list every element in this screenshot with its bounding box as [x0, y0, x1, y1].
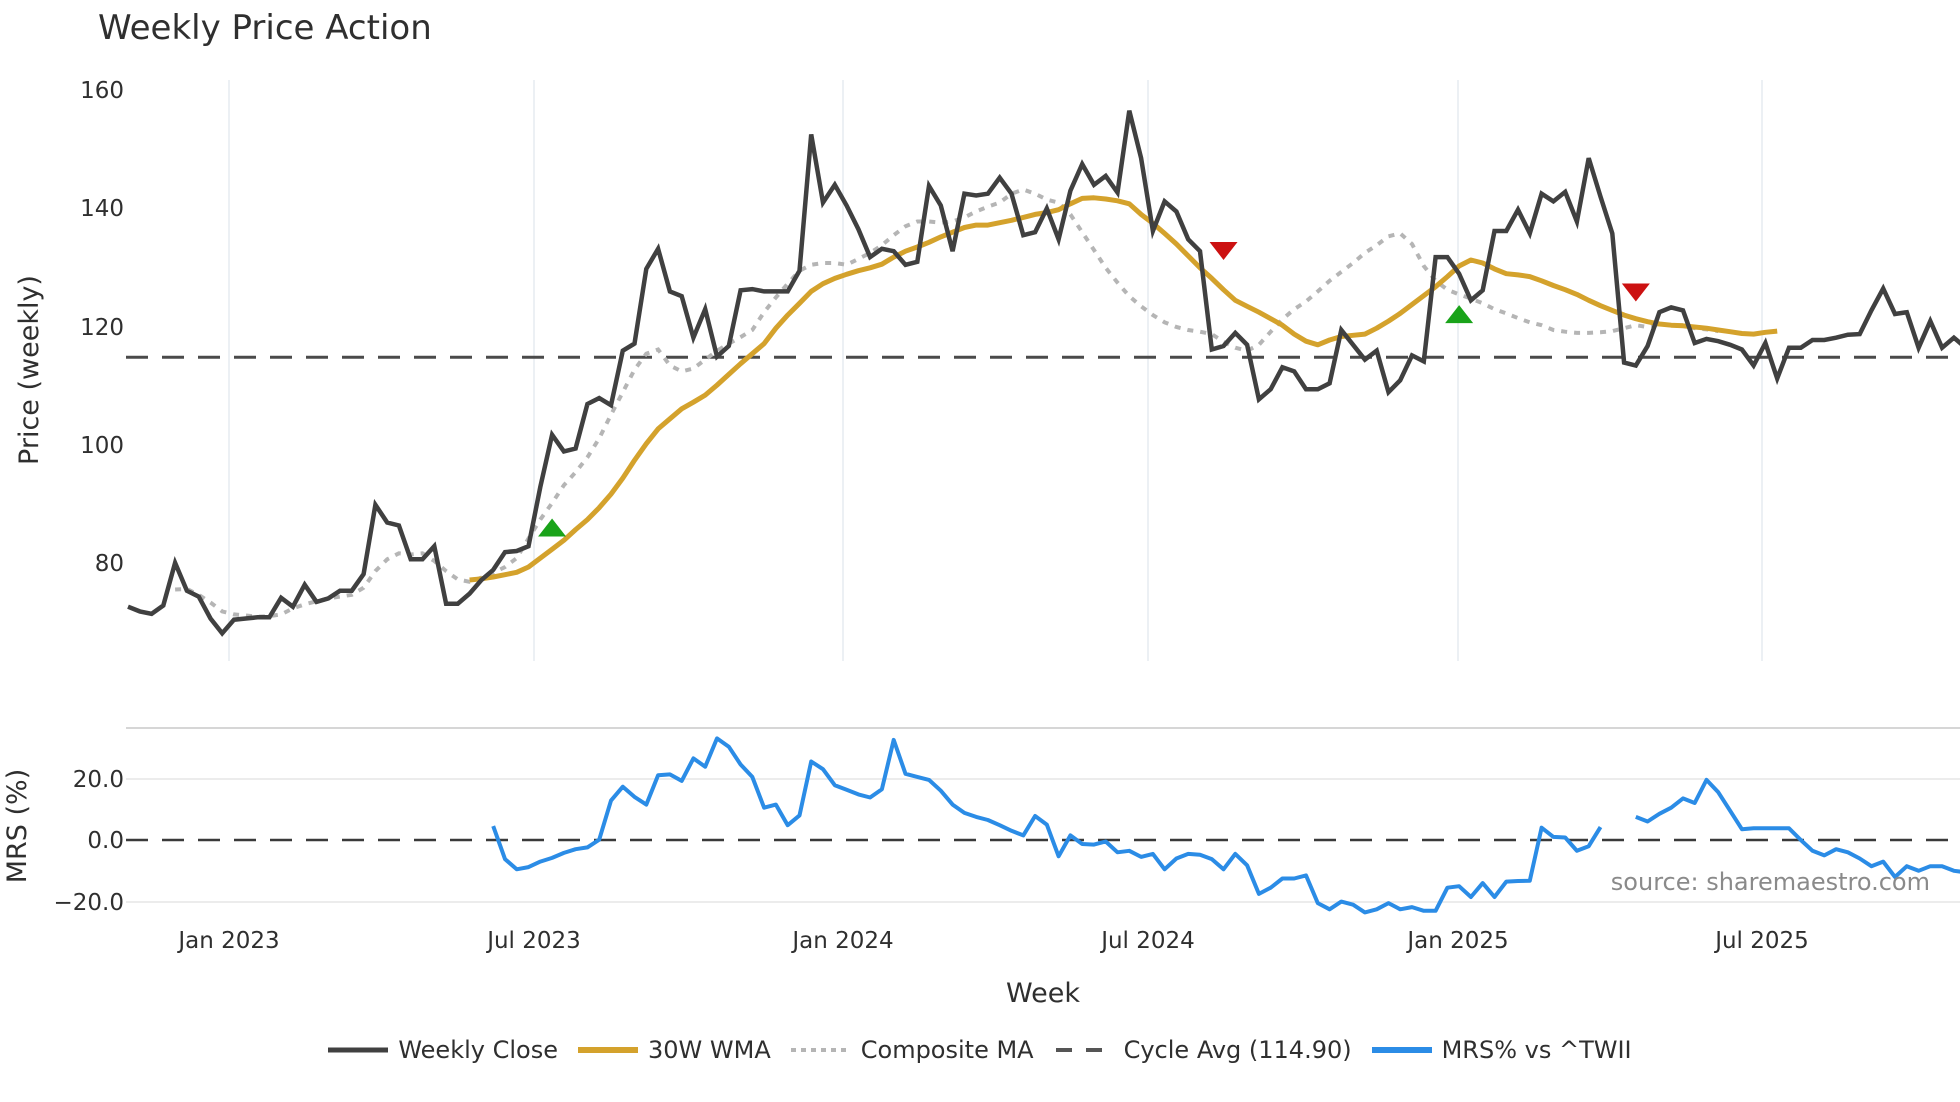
x-tick-jan-2025: Jan 2025 [1405, 928, 1508, 954]
y-tick-100: 100 [80, 433, 124, 459]
legend-item-composite-ma[interactable]: Composite MA [790, 1036, 1034, 1064]
legend-label: 30W WMA [647, 1036, 771, 1064]
y-tick-120: 120 [80, 315, 124, 341]
composite-swatch-icon [790, 1043, 851, 1057]
x-ticks: Jan 2023 Jul 2023 Jan 2024 Jul 2024 Jan … [176, 928, 1808, 954]
cycle-avg-swatch-icon [1054, 1043, 1114, 1057]
mrs-line [491, 736, 1960, 915]
x-tick-jan-2024: Jan 2024 [790, 928, 893, 954]
lower-y-axis-label: MRS (%) [2, 769, 33, 884]
mrs-line-segment [491, 736, 1603, 915]
source-watermark: source: sharemaestro.com [1611, 868, 1930, 896]
legend-item-cycle-avg[interactable]: Cycle Avg (114.90) [1054, 1036, 1352, 1064]
wma-swatch-icon [577, 1043, 638, 1057]
buy-signal-triangle-up-icon [1445, 305, 1474, 324]
upper-y-axis-label: Price (weekly) [14, 275, 45, 465]
chart-legend: Weekly Close 30W WMA Composite MA Cycle … [0, 1036, 1960, 1064]
legend-item-30w-wma[interactable]: 30W WMA [577, 1036, 771, 1064]
legend-item-mrs[interactable]: MRS% vs ^TWII [1371, 1036, 1632, 1064]
y-tick-80: 80 [95, 551, 124, 577]
x-tick-jul-2025: Jul 2025 [1713, 928, 1809, 954]
legend-label: Cycle Avg (114.90) [1123, 1036, 1352, 1064]
y-tick-160: 160 [80, 78, 124, 104]
x-axis-label: Week [1006, 978, 1080, 1009]
lower-y-ticks: 20.0 0.0 −20.0 [54, 767, 124, 916]
sell-signal-triangle-down-icon [1621, 283, 1650, 302]
weekly-close-line [127, 110, 1960, 637]
mrs-line-segment [1635, 777, 1960, 879]
buy-signal-triangle-up-icon [538, 518, 567, 537]
x-tick-jan-2023: Jan 2023 [176, 928, 279, 954]
legend-label: Composite MA [860, 1036, 1034, 1064]
legend-label: Weekly Close [398, 1036, 558, 1064]
weekly-close-swatch-icon [328, 1043, 389, 1057]
wma-30w-line [469, 195, 1778, 583]
chart-title: Weekly Price Action [98, 8, 432, 48]
legend-label: MRS% vs ^TWII [1441, 1036, 1632, 1064]
y-tick-140: 140 [80, 196, 124, 222]
legend-item-weekly-close[interactable]: Weekly Close [328, 1036, 558, 1064]
y-tick-minus-20: −20.0 [54, 890, 124, 916]
y-tick-20: 20.0 [73, 767, 124, 793]
y-tick-0: 0.0 [87, 828, 124, 854]
upper-y-ticks: 160 140 120 100 80 [80, 78, 124, 577]
upper-panel-gridlines [228, 80, 1763, 661]
lower-panel-gridlines [126, 727, 1960, 903]
x-tick-jul-2023: Jul 2023 [485, 928, 581, 954]
sell-signal-triangle-down-icon [1209, 241, 1238, 260]
signal-markers [538, 241, 1650, 537]
mrs-swatch-icon [1371, 1043, 1432, 1057]
x-tick-jul-2024: Jul 2024 [1099, 928, 1195, 954]
